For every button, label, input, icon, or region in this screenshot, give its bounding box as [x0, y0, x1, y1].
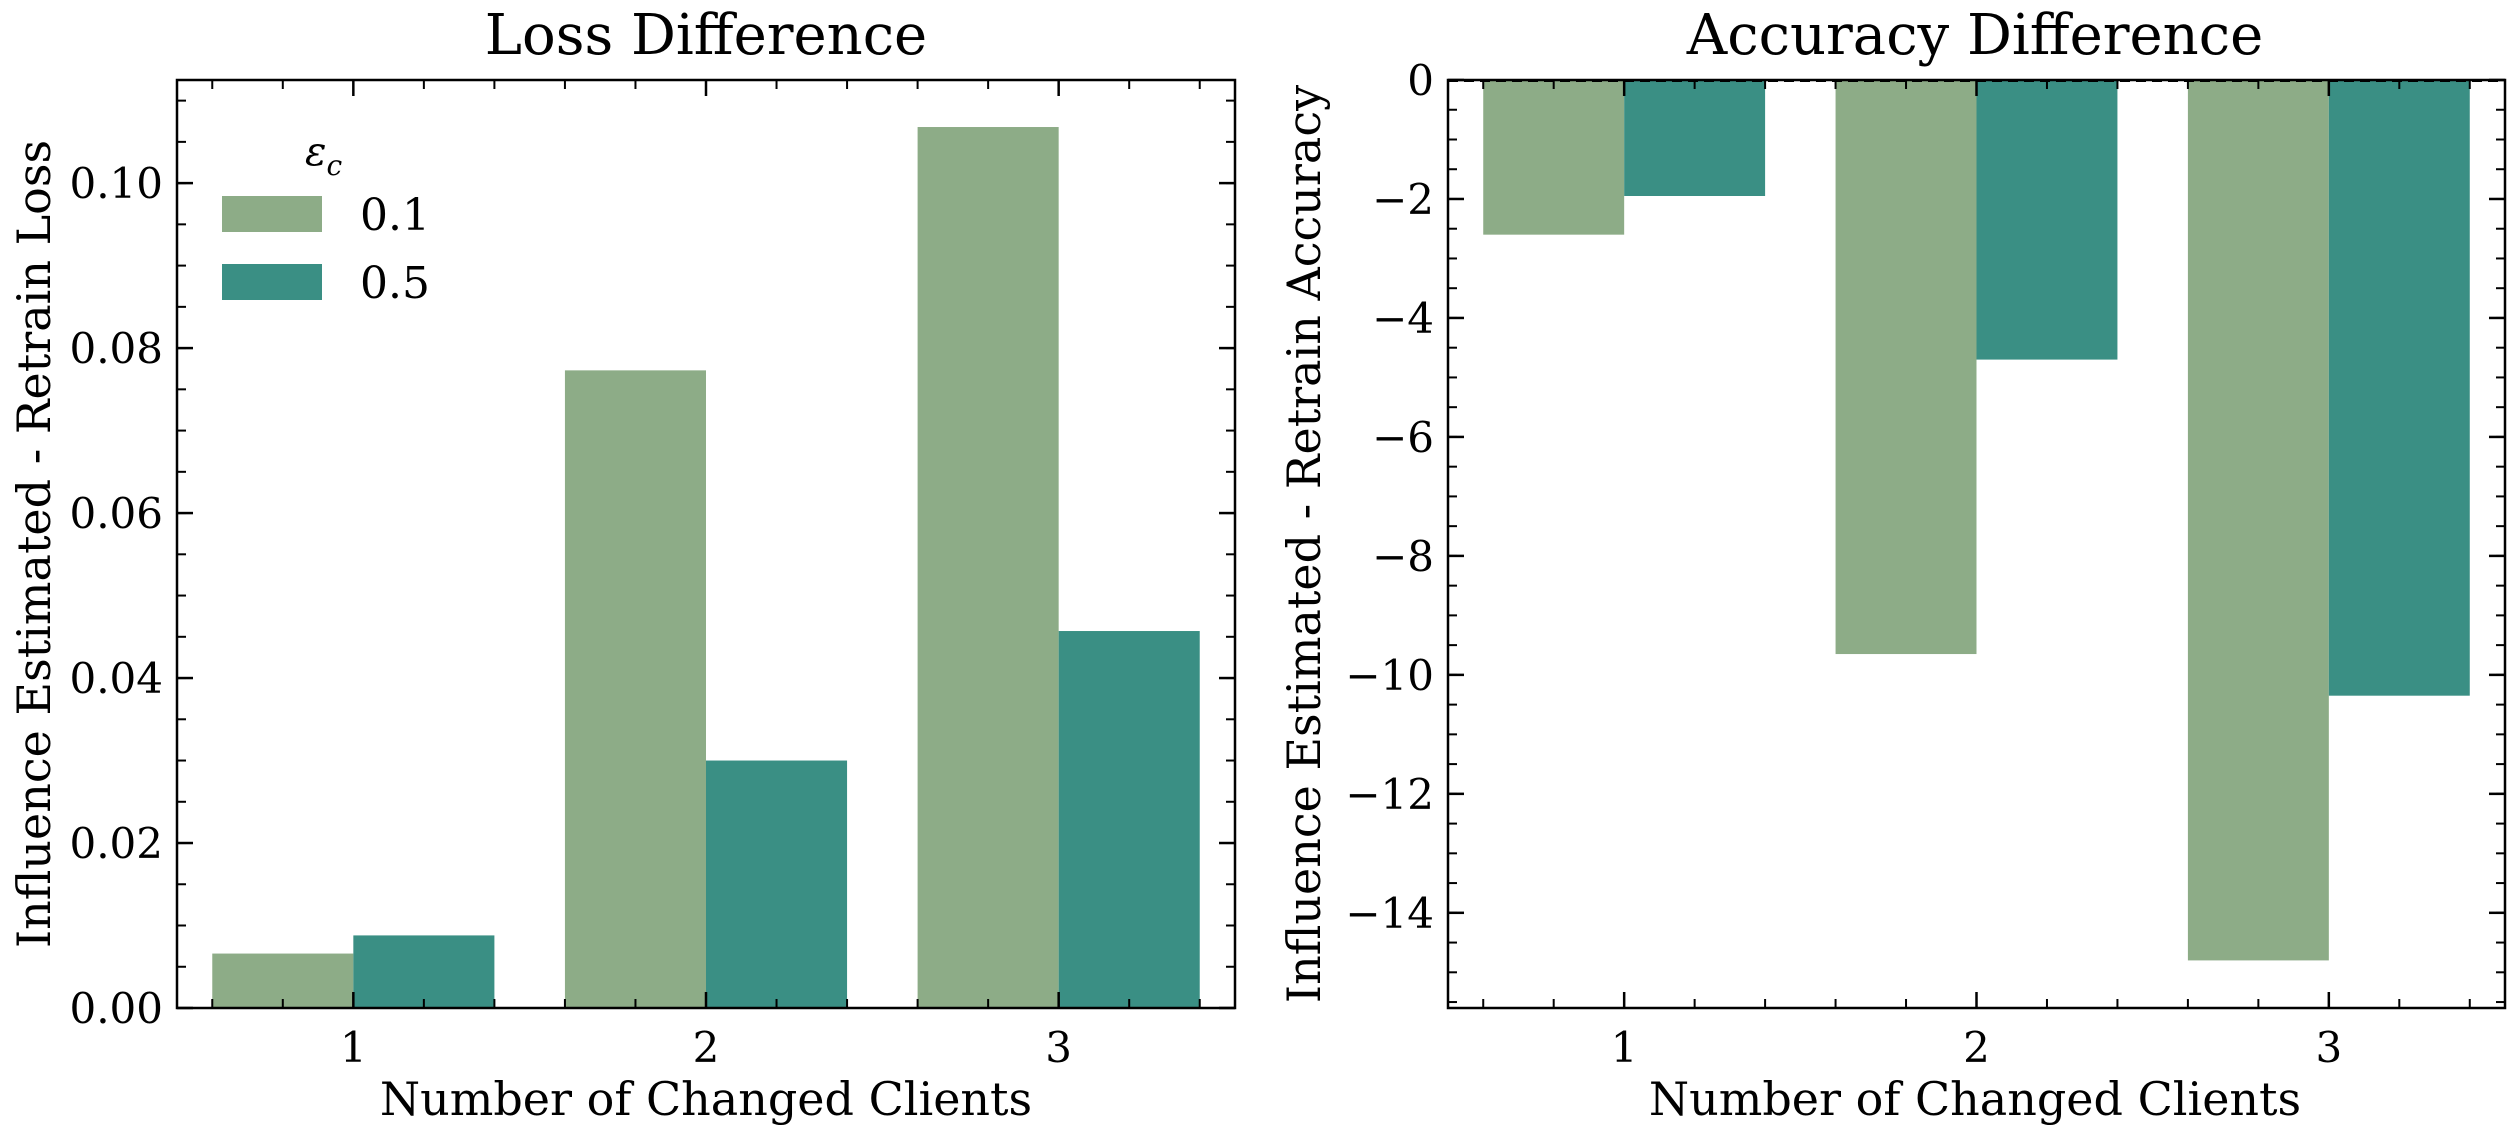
accuracy-y-axis-label: Influence Estimated - Retrain Accuracy: [1277, 85, 1331, 1003]
loss-y-axis-label: Influence Estimated - Retrain Loss: [7, 140, 61, 948]
loss-y-tick-label: 0.10: [69, 159, 163, 208]
accuracy-y-tick-label: −10: [1345, 651, 1434, 700]
accuracy-bar-2-0.5: [1976, 80, 2118, 360]
accuracy-y-tick-label: −2: [1372, 175, 1434, 224]
accuracy-bar-3-0.5: [2328, 80, 2470, 696]
loss-y-tick-label: 0.08: [69, 324, 163, 373]
accuracy-bar-3-0.1: [2187, 80, 2329, 961]
accuracy-y-tick-label: −12: [1345, 770, 1434, 819]
legend-label-0.5: 0.5: [360, 258, 430, 309]
loss-bars: [212, 127, 1200, 1008]
accuracy-y-tick-label: −14: [1345, 889, 1434, 938]
legend-label-0.1: 0.1: [360, 190, 430, 241]
loss-y-tick-label: 0.00: [69, 984, 163, 1033]
accuracy-x-axis-label: Number of Changed Clients: [1649, 1072, 2301, 1126]
accuracy-bar-1-0.5: [1624, 80, 1766, 196]
loss-y-tick-label: 0.06: [69, 489, 163, 538]
loss-x-tick-label: 1: [340, 1023, 367, 1072]
loss-bar-3-0.1: [917, 127, 1059, 1008]
accuracy-chart-title: Accuracy Difference: [1686, 3, 2263, 68]
accuracy-bar-1-0.1: [1483, 80, 1625, 235]
loss-bar-2-0.5: [706, 760, 848, 1008]
loss-y-tick-label: 0.02: [69, 819, 163, 868]
accuracy-y-tick-label: −4: [1372, 294, 1434, 343]
loss-bar-3-0.5: [1058, 631, 1200, 1008]
legend-swatch-0.5: [222, 264, 322, 300]
loss-difference-panel: Loss Difference 1 2 3 0.00 0.02 0.04 0.06 0.08 0…: [7, 3, 1237, 1126]
accuracy-axis-ticks: 1 2 3 0 −2 −4 −6 −8 −10 −12 −14: [1345, 56, 2505, 1072]
accuracy-y-tick-label: 0: [1407, 56, 1434, 105]
accuracy-y-tick-label: −8: [1372, 532, 1434, 581]
loss-x-axis-label: Number of Changed Clients: [380, 1072, 1032, 1126]
accuracy-x-tick-label: 2: [1963, 1023, 1990, 1072]
accuracy-bar-2-0.1: [1835, 80, 1977, 655]
loss-x-tick-label: 3: [1045, 1023, 1072, 1072]
loss-x-tick-label: 2: [693, 1023, 720, 1072]
accuracy-y-tick-label: −6: [1372, 413, 1434, 462]
loss-bar-1-0.5: [353, 935, 495, 1008]
accuracy-bars: [1483, 80, 2470, 961]
loss-legend: εc 0.1 0.5: [222, 129, 430, 309]
accuracy-difference-panel: Accuracy Difference 1 2 3 0 −2 −4 −6 −8 −10 −12 −1…: [1277, 3, 2507, 1126]
legend-swatch-0.1: [222, 196, 322, 232]
loss-axis-ticks: 1 2 3 0.00 0.02 0.04 0.06 0.08 0.10: [69, 80, 1235, 1072]
legend-title: εc: [305, 129, 342, 182]
loss-bar-2-0.1: [564, 370, 706, 1008]
accuracy-x-tick-label: 1: [1611, 1023, 1638, 1072]
loss-bar-1-0.1: [212, 953, 354, 1008]
loss-chart-title: Loss Difference: [485, 3, 927, 68]
accuracy-x-tick-label: 3: [2315, 1023, 2342, 1072]
loss-y-tick-label: 0.04: [69, 654, 163, 703]
